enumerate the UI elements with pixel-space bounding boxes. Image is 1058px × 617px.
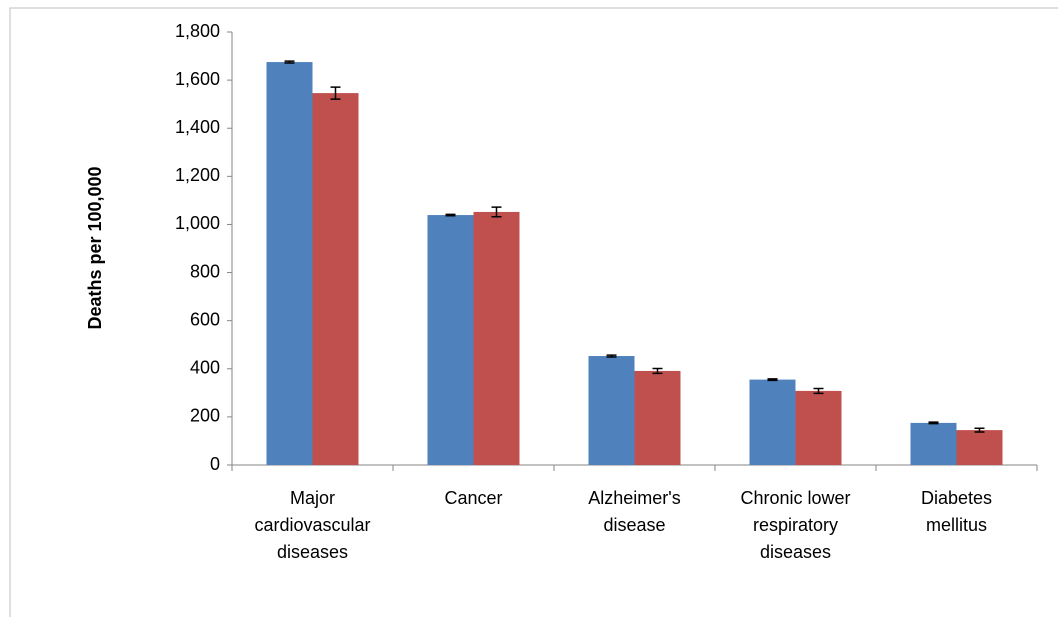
error-bar xyxy=(606,354,617,358)
y-tick-label: 400 xyxy=(190,358,220,378)
bar xyxy=(473,211,520,465)
error-bar xyxy=(928,421,939,425)
bar xyxy=(634,370,681,465)
x-tick-label: Diabetes mellitus xyxy=(920,488,993,535)
chart-frame xyxy=(9,7,1058,617)
error-bar xyxy=(767,378,778,382)
y-tick-label: 800 xyxy=(190,261,220,281)
y-tick-label: 600 xyxy=(190,309,220,329)
error-bar xyxy=(445,213,456,217)
y-axis-label: Deaths per 100,000 xyxy=(85,166,105,329)
x-tick-label: Chronic lower respiratory diseases xyxy=(740,488,851,562)
error-bar xyxy=(813,387,824,395)
error-bar xyxy=(284,60,295,64)
y-tick-label: 1,400 xyxy=(175,117,220,137)
error-bar xyxy=(652,367,663,375)
error-bar xyxy=(491,206,502,218)
bar xyxy=(427,215,474,465)
y-tick-label: 1,800 xyxy=(175,21,220,41)
y-tick-label: 1,200 xyxy=(175,165,220,185)
bar xyxy=(749,379,796,465)
bar xyxy=(956,430,1003,465)
x-tick-label: Alzheimer's disease xyxy=(588,488,681,535)
x-tick-label: Cancer xyxy=(444,488,503,508)
y-tick-label: 0 xyxy=(210,454,220,474)
error-bar xyxy=(974,427,985,433)
error-bar xyxy=(330,86,341,100)
bar xyxy=(312,93,359,466)
bar xyxy=(910,422,957,465)
bar xyxy=(588,356,635,465)
bar xyxy=(266,62,313,465)
y-tick-label: 200 xyxy=(190,406,220,426)
x-tick-label: Major cardiovascular diseases xyxy=(254,488,371,562)
y-tick-label: 1,000 xyxy=(175,213,220,233)
bar xyxy=(795,390,842,465)
y-tick-label: 1,600 xyxy=(175,69,220,89)
